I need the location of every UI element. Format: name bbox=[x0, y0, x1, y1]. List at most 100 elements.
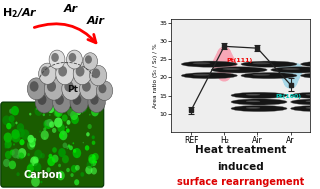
Circle shape bbox=[231, 92, 287, 98]
Circle shape bbox=[12, 129, 20, 139]
Circle shape bbox=[89, 114, 91, 116]
Circle shape bbox=[21, 129, 29, 140]
Circle shape bbox=[92, 68, 100, 78]
Circle shape bbox=[89, 157, 95, 164]
Circle shape bbox=[90, 65, 107, 86]
Circle shape bbox=[79, 78, 98, 100]
Circle shape bbox=[75, 165, 80, 171]
Circle shape bbox=[99, 84, 107, 93]
Text: Carbon: Carbon bbox=[24, 170, 63, 180]
Circle shape bbox=[15, 122, 18, 124]
Circle shape bbox=[193, 74, 211, 76]
Circle shape bbox=[6, 159, 7, 161]
Circle shape bbox=[33, 156, 39, 163]
Circle shape bbox=[6, 123, 12, 129]
Circle shape bbox=[211, 67, 267, 73]
Circle shape bbox=[18, 153, 24, 159]
Circle shape bbox=[62, 114, 68, 122]
Circle shape bbox=[85, 166, 92, 174]
Circle shape bbox=[80, 105, 87, 112]
Circle shape bbox=[40, 153, 45, 159]
FancyBboxPatch shape bbox=[1, 102, 104, 187]
Circle shape bbox=[67, 108, 74, 116]
Circle shape bbox=[17, 123, 24, 132]
Circle shape bbox=[67, 50, 82, 69]
Circle shape bbox=[52, 128, 56, 133]
Circle shape bbox=[11, 122, 15, 127]
Circle shape bbox=[82, 81, 91, 92]
Circle shape bbox=[86, 132, 90, 136]
Circle shape bbox=[47, 81, 56, 92]
Circle shape bbox=[76, 110, 81, 115]
Circle shape bbox=[252, 62, 270, 64]
Circle shape bbox=[92, 141, 95, 145]
Circle shape bbox=[181, 73, 237, 79]
Circle shape bbox=[28, 135, 34, 143]
Circle shape bbox=[44, 120, 50, 126]
Circle shape bbox=[19, 139, 25, 145]
Circle shape bbox=[92, 154, 95, 158]
Circle shape bbox=[73, 149, 76, 153]
Text: Pt: Pt bbox=[68, 85, 78, 94]
Circle shape bbox=[66, 146, 69, 149]
Text: Ar: Ar bbox=[63, 4, 77, 13]
Circle shape bbox=[10, 149, 15, 155]
Circle shape bbox=[28, 173, 32, 178]
Circle shape bbox=[43, 127, 46, 131]
Circle shape bbox=[71, 115, 79, 124]
Circle shape bbox=[63, 143, 67, 148]
Circle shape bbox=[73, 94, 81, 105]
Circle shape bbox=[4, 145, 8, 149]
Circle shape bbox=[71, 165, 77, 173]
Circle shape bbox=[222, 68, 240, 70]
Circle shape bbox=[241, 61, 297, 67]
Circle shape bbox=[70, 111, 78, 120]
Circle shape bbox=[52, 147, 57, 153]
Circle shape bbox=[306, 101, 320, 102]
Circle shape bbox=[282, 68, 300, 70]
Circle shape bbox=[271, 67, 320, 73]
Circle shape bbox=[9, 115, 15, 122]
Circle shape bbox=[312, 74, 320, 76]
Circle shape bbox=[88, 154, 96, 163]
Circle shape bbox=[66, 126, 68, 128]
Circle shape bbox=[58, 66, 67, 77]
Circle shape bbox=[73, 63, 92, 85]
Circle shape bbox=[92, 135, 95, 139]
Circle shape bbox=[83, 53, 98, 70]
Circle shape bbox=[252, 74, 270, 76]
Circle shape bbox=[49, 50, 65, 69]
Circle shape bbox=[54, 117, 63, 128]
Circle shape bbox=[62, 155, 69, 163]
Circle shape bbox=[70, 91, 88, 113]
Circle shape bbox=[43, 113, 45, 116]
Circle shape bbox=[291, 99, 320, 105]
Circle shape bbox=[27, 153, 30, 156]
Circle shape bbox=[29, 113, 31, 115]
Circle shape bbox=[27, 164, 34, 173]
Circle shape bbox=[39, 130, 41, 133]
Circle shape bbox=[91, 160, 96, 166]
Circle shape bbox=[74, 179, 79, 185]
Circle shape bbox=[72, 142, 74, 144]
Circle shape bbox=[30, 156, 38, 166]
Circle shape bbox=[44, 77, 63, 100]
Circle shape bbox=[181, 61, 237, 67]
Circle shape bbox=[88, 124, 92, 129]
Circle shape bbox=[16, 172, 20, 176]
Circle shape bbox=[291, 105, 320, 112]
Circle shape bbox=[18, 128, 25, 137]
Circle shape bbox=[95, 160, 97, 163]
Circle shape bbox=[27, 140, 35, 150]
Circle shape bbox=[56, 63, 74, 85]
Circle shape bbox=[34, 163, 41, 172]
Y-axis label: Area ratio (S₁ / S₂) / %: Area ratio (S₁ / S₂) / % bbox=[153, 43, 158, 108]
Circle shape bbox=[69, 145, 73, 150]
Circle shape bbox=[4, 132, 12, 143]
Circle shape bbox=[49, 114, 51, 116]
Circle shape bbox=[64, 81, 74, 92]
Circle shape bbox=[246, 107, 260, 109]
Circle shape bbox=[55, 105, 60, 111]
Circle shape bbox=[91, 164, 93, 167]
Circle shape bbox=[2, 115, 11, 125]
